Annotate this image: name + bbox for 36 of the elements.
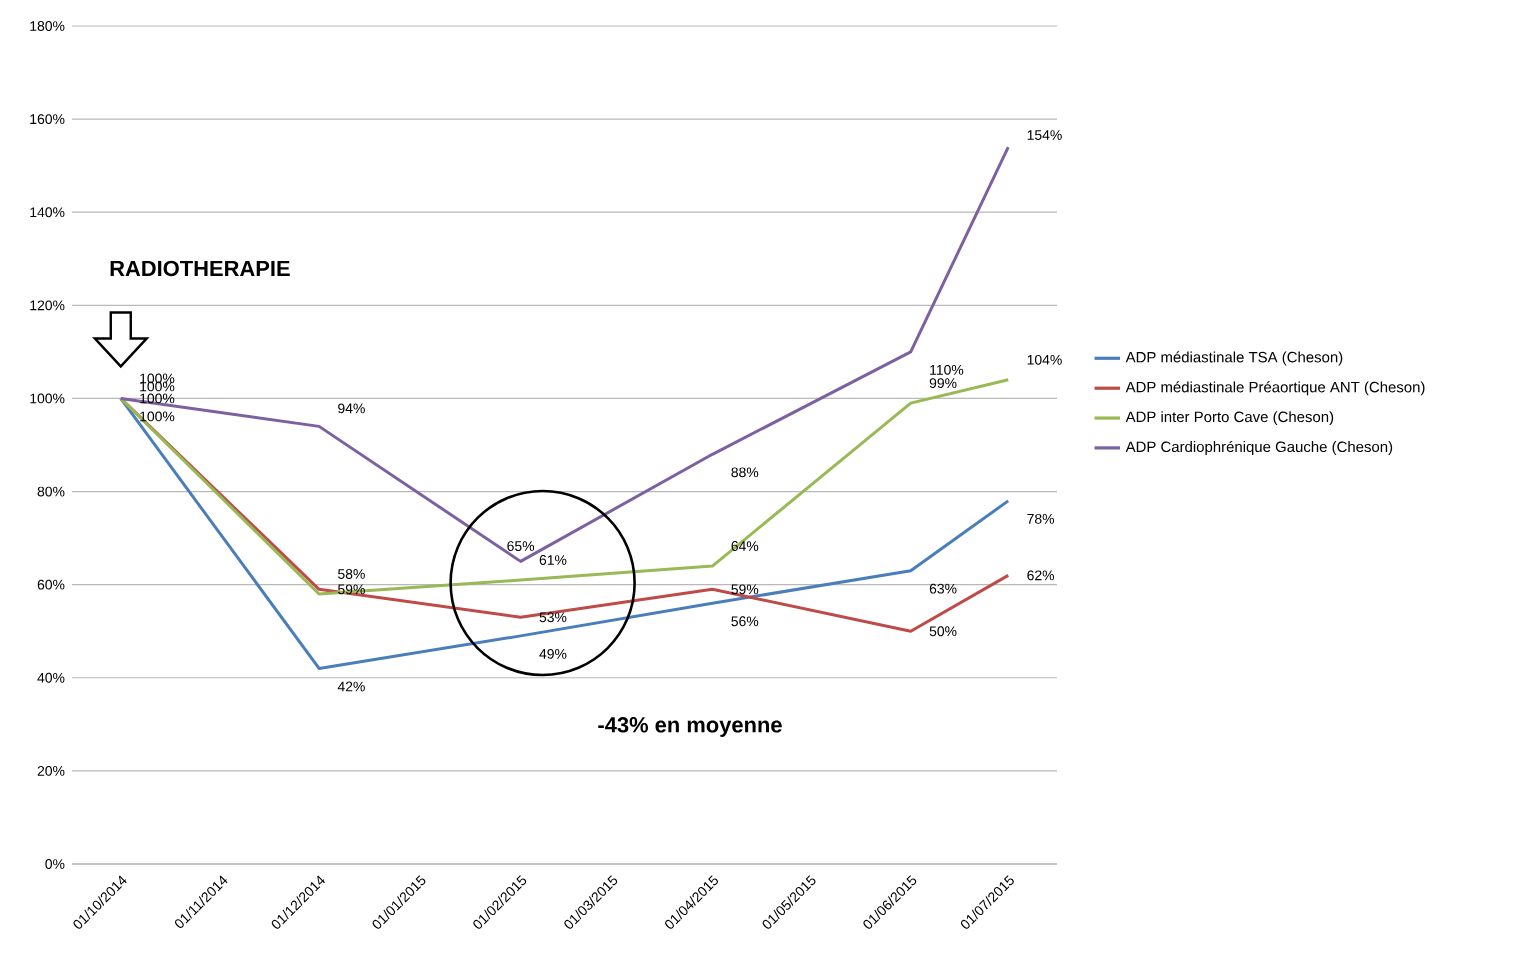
data-label: 63% bbox=[929, 583, 957, 594]
y-tick-label: 140% bbox=[30, 207, 65, 218]
y-tick-label: 100% bbox=[30, 393, 65, 404]
data-label: 100% bbox=[140, 411, 175, 422]
data-label: 78% bbox=[1027, 513, 1055, 524]
data-label: 99% bbox=[929, 378, 957, 389]
y-tick-label: 120% bbox=[30, 300, 65, 311]
data-label: 49% bbox=[539, 648, 567, 659]
data-label: 61% bbox=[539, 555, 567, 565]
y-tick-label: 20% bbox=[37, 765, 65, 776]
legend-label: ADP Cardiophrénique Gauche (Cheson) bbox=[1125, 440, 1393, 456]
annotation: -43% en moyenne bbox=[598, 717, 782, 737]
y-tick-label: 60% bbox=[37, 579, 65, 590]
data-label: 65% bbox=[507, 541, 535, 551]
y-tick-label: 80% bbox=[37, 486, 65, 497]
data-label: 94% bbox=[338, 403, 365, 414]
data-label: 56% bbox=[731, 616, 759, 627]
data-label: 58% bbox=[338, 569, 365, 579]
y-tick-label: 0% bbox=[45, 859, 65, 869]
data-label: 53% bbox=[539, 612, 567, 623]
data-label: 154% bbox=[1027, 130, 1062, 140]
y-tick-label: 180% bbox=[30, 21, 65, 31]
legend-label: ADP médiastinale Préaortique ANT (Cheson) bbox=[1125, 381, 1425, 396]
data-label: 62% bbox=[1027, 570, 1055, 581]
data-label: 42% bbox=[337, 681, 365, 692]
legend-label: ADP inter Porto Cave (Cheson) bbox=[1125, 411, 1334, 426]
y-tick-label: 160% bbox=[30, 114, 65, 125]
data-label: 50% bbox=[929, 626, 957, 637]
data-label: 104% bbox=[1027, 354, 1062, 365]
data-label: 100% bbox=[140, 393, 175, 404]
y-tick-label: 40% bbox=[37, 672, 65, 683]
legend-label: ADP médiastinale TSA (Cheson) bbox=[1125, 351, 1343, 366]
annotation: RADIOTHERAPIE bbox=[110, 260, 290, 277]
data-label: 59% bbox=[731, 584, 759, 595]
data-label: 88% bbox=[731, 467, 759, 478]
data-label: 110% bbox=[930, 364, 964, 375]
